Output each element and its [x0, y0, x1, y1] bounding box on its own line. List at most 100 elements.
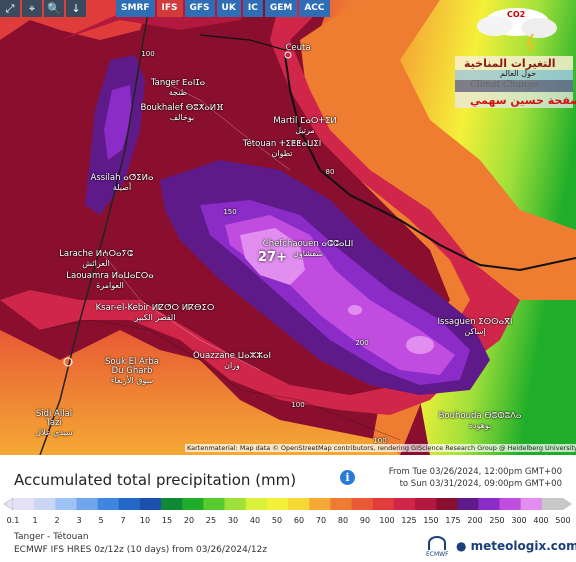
expand-icon[interactable]: ⤢ [0, 0, 20, 17]
city-label: Boukhalef ⴱⵓⵅⴰⵍⴼ بوخالف [140, 103, 224, 123]
city-label: Souk El Arba Du Gharb سوق الأربعاء [105, 357, 159, 386]
max-value-label: 27+ [258, 250, 287, 265]
scale-tick-label: 25 [205, 516, 217, 525]
scale-tick-label: 5 [98, 516, 104, 525]
scale-swatch [55, 498, 77, 510]
scale-swatch [309, 498, 331, 510]
model-tab-smrf[interactable]: SMRF [116, 0, 155, 17]
city-label: Sidi Allal Tazi سيدي علال [35, 409, 73, 438]
model-tab-acc[interactable]: ACC [299, 0, 330, 17]
contour-label: 100 [373, 437, 387, 445]
precipitation-map[interactable]: ⤢ ⌖ 🔍 ↓ SMRF IFS GFS UK IC GEM ACC Ceuta… [0, 0, 576, 455]
logo-english: Climat Change [470, 80, 538, 90]
scale-tick-label: 10 [139, 516, 151, 525]
climate-change-logo [455, 8, 573, 108]
scale-swatch [139, 498, 162, 510]
scale-tick-label: 175 [445, 516, 461, 525]
legend-panel: Accumulated total precipitation (mm) i F… [0, 455, 576, 562]
scale-swatch [351, 498, 373, 510]
scale-tick-label: 250 [489, 516, 505, 525]
scale-swatch [245, 498, 268, 510]
logo-author: صفحة حسين سهمي [470, 94, 576, 107]
scale-tick-label: 0.1 [6, 516, 20, 525]
marker-icon[interactable]: ↓ [66, 0, 86, 17]
scale-tick-label: 200 [467, 516, 483, 525]
scale-tick-label: 30 [227, 516, 239, 525]
scale-tick-label: 60 [293, 516, 305, 525]
period-to: to Sun 03/31/2024, 09:00pm GMT+00 [399, 479, 562, 489]
model-run-label: ECMWF IFS HRES 0z/12z (10 days) from 03/… [14, 545, 268, 555]
scale-tick-label: 20 [183, 516, 195, 525]
city-label: Bouhouda ⴱⵓⵀⵓⴷⴰ بوهودة [438, 411, 522, 431]
contour-label: 200 [355, 339, 369, 347]
forecast-period: From Tue 03/26/2024, 12:00pm GMT+00 to S… [389, 466, 562, 490]
scale-arrow-left [3, 497, 14, 511]
city-label: Ksar-el-Kebir ⵍⵇⵚⵔ ⵍⴽⴱⵉⵔ القصر الكبير [95, 303, 215, 323]
zoom-icon[interactable]: 🔍 [44, 0, 64, 17]
scale-swatch [224, 498, 246, 510]
scale-swatch [203, 498, 225, 510]
scale-tick-label: 90 [359, 516, 371, 525]
ecmwf-logo: ECMWF [426, 536, 449, 558]
city-label: Chefchaouen ⴰⵛⵛⴰⵡⵏ شفشاون [262, 239, 354, 259]
map-attribution: Kartenmaterial: Map data © OpenStreetMap… [185, 444, 576, 452]
scale-swatch [372, 498, 395, 510]
scale-tick-label: 1 [32, 516, 38, 525]
scale-tick-label: 2 [54, 516, 60, 525]
city-label: Martil ⵎⴰⵔⵜⵉⵍ مرتيل [273, 116, 337, 136]
scale-swatch [414, 498, 437, 510]
scale-swatch [161, 498, 183, 510]
city-label: Ouazzane ⵡⴰⵣⵣⴰⵏ وزان [192, 351, 272, 371]
scale-swatch [34, 498, 56, 510]
scale-tick-label: 15 [161, 516, 173, 525]
model-tab-ic[interactable]: IC [242, 0, 263, 17]
scale-swatch [182, 498, 204, 510]
contour-label: 100 [291, 401, 305, 409]
model-tab-gem[interactable]: GEM [264, 0, 298, 17]
contour-label: 80 [325, 168, 335, 176]
scale-swatch [457, 498, 479, 510]
scale-tick-label: 150 [423, 516, 439, 525]
model-tab-uk[interactable]: UK [216, 0, 241, 17]
scale-tick-label: 50 [271, 516, 283, 525]
city-label: Laouamra ⵍⴰⵡⴰⵎⵔⴰ العوامرة [66, 271, 154, 291]
city-label: Tanger ⴹⴰⵏⵊⴰ طنجة [150, 78, 206, 98]
city-label: Larache ⵍⵄⵔⴰⵢⵛ العرائش [59, 249, 133, 269]
model-tab-gfs[interactable]: GFS [184, 0, 215, 17]
scale-labels: 0.1 1 2 3 5 7 10 15 20 25 30 40 50 60 70 80 90 100 125 150 1… [7, 516, 571, 526]
location-label: Tanger - Tétouan [14, 532, 89, 542]
contour-label: 100 [141, 50, 155, 58]
scale-swatch [97, 498, 120, 510]
color-scale-bar [3, 497, 572, 511]
city-label: Issaguen ⵉⵙⵙⴰⴳⵏ إساكن [437, 317, 513, 337]
scale-swatch [478, 498, 500, 510]
scale-swatch [330, 498, 352, 510]
scale-tick-label: 80 [337, 516, 349, 525]
scale-swatch [499, 498, 521, 510]
scale-tick-label: 70 [315, 516, 327, 525]
scale-swatch [118, 498, 141, 510]
city-label: Assilah ⴰⵚⵉⵍⴰ أصيلة [90, 173, 154, 193]
info-icon[interactable]: i [340, 470, 355, 485]
scale-tick-label: 300 [511, 516, 527, 525]
scale-tick-label: 100 [379, 516, 395, 525]
scale-tick-label: 400 [533, 516, 549, 525]
logo-title: التغيرات المناخية [464, 57, 556, 70]
period-from: From Tue 03/26/2024, 12:00pm GMT+00 [388, 467, 562, 477]
meteologix-brand[interactable]: ● meteologix.com [456, 539, 576, 553]
scale-tick-label: 40 [249, 516, 261, 525]
city-label: Ceuta [285, 43, 311, 53]
scale-swatch [520, 498, 543, 510]
scale-arrow-right [563, 498, 572, 510]
scale-tick-label: 7 [120, 516, 126, 525]
scale-tick-label: 3 [76, 516, 82, 525]
scale-tick-label: 125 [401, 516, 417, 525]
location-icon[interactable]: ⌖ [22, 0, 42, 17]
logo-co2-text: CO2 [507, 10, 526, 19]
logo-subtitle: حول العالم [500, 69, 537, 78]
model-tab-ifs[interactable]: IFS [156, 0, 183, 17]
scale-swatch [541, 498, 564, 510]
ecmwf-icon [428, 536, 447, 550]
scale-tick-label: 500 [555, 516, 571, 525]
scale-swatch [393, 498, 416, 510]
